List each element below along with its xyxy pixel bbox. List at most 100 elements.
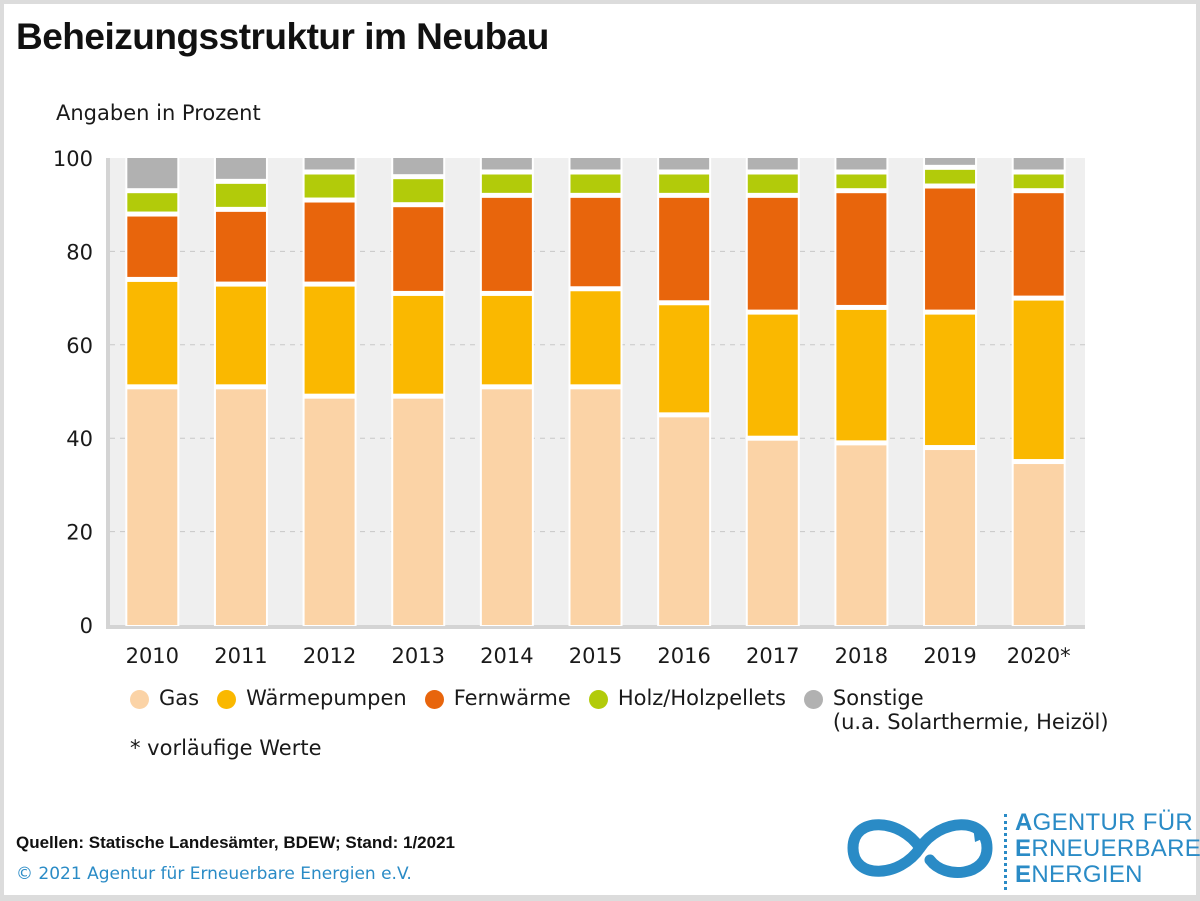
legend-label-sub: (u.a. Solarthermie, Heizöl) — [832, 710, 1109, 734]
bar-segment-fernwärme — [481, 197, 532, 291]
y-tick-label: 20 — [66, 521, 93, 545]
bar-segment-fernwärme — [925, 188, 976, 310]
bar-segment-sonstige — [925, 158, 976, 165]
x-tick-label: 2020* — [1007, 644, 1071, 668]
x-tick-label: 2017 — [746, 644, 799, 668]
bar-segment-sonstige — [304, 158, 355, 170]
y-tick-label: 80 — [66, 240, 93, 264]
legend-swatch — [217, 690, 237, 709]
bar-segment-wärmepumpen — [1013, 300, 1064, 460]
bar-segment-gas — [481, 389, 532, 625]
legend: Gas Wärmepumpen Fernwärme Holz/Holzpelle… — [130, 686, 1127, 734]
bar-segment-holzholzpellets — [215, 183, 266, 207]
legend-label: Fernwärme — [453, 686, 571, 710]
bar-segment-wärmepumpen — [659, 305, 710, 413]
bar-segment-sonstige — [215, 158, 266, 179]
bar-segment-gas — [570, 389, 621, 625]
footnote: * vorläufige Werte — [130, 736, 322, 760]
bar-segment-fernwärme — [393, 207, 444, 291]
bar-segment-gas — [836, 445, 887, 625]
legend-item-holz: Holz/Holzpellets — [588, 686, 786, 710]
bar-segment-gas — [127, 389, 178, 625]
y-tick-label: 40 — [66, 427, 93, 451]
x-tick-label: 2012 — [303, 644, 356, 668]
x-tick-label: 2013 — [392, 644, 445, 668]
legend-swatch — [588, 690, 608, 709]
legend-item-waermepumpen: Wärmepumpen — [217, 686, 407, 710]
y-tick-label: 100 — [53, 147, 93, 171]
bar-segment-wärmepumpen — [925, 314, 976, 446]
legend-label: Sonstige (u.a. Solarthermie, Heizöl) — [833, 686, 1109, 734]
bar-segment-holzholzpellets — [570, 174, 621, 193]
bar-segment-wärmepumpen — [304, 286, 355, 394]
x-tick-label: 2010 — [126, 644, 179, 668]
legend-label-main: Sonstige — [832, 686, 924, 710]
bar-segment-gas — [925, 450, 976, 625]
stacked-bar-chart: 0 20 40 60 80 100 2010 2011 2012 2013 2014 2015 2016… — [53, 147, 1085, 668]
bar-segment-sonstige — [747, 158, 798, 170]
bar-segment-fernwärme — [215, 211, 266, 282]
bar-segment-wärmepumpen — [215, 286, 266, 385]
source-note: Quellen: Statische Landesämter, BDEW; St… — [16, 833, 455, 852]
bar-segment-holzholzpellets — [1013, 174, 1064, 189]
y-tick-label: 60 — [66, 334, 93, 358]
bar-segment-holzholzpellets — [925, 169, 976, 184]
bar-segment-wärmepumpen — [481, 295, 532, 385]
bar-segment-gas — [215, 389, 266, 625]
logo-line-3: ENERGIEN — [1015, 861, 1143, 888]
bar-segment-holzholzpellets — [836, 174, 887, 189]
bar-segment-sonstige — [127, 158, 178, 189]
bar-segment-sonstige — [1013, 158, 1064, 170]
bar-segment-wärmepumpen — [393, 295, 444, 394]
bar-segment-holzholzpellets — [481, 174, 532, 193]
x-tick-label: 2019 — [923, 644, 976, 668]
bar-segment-sonstige — [393, 158, 444, 175]
logo-line-2: ERNEUERBARE — [1015, 835, 1200, 862]
bar-segment-gas — [304, 398, 355, 625]
bar-segment-sonstige — [659, 158, 710, 170]
x-tick-label: 2016 — [657, 644, 710, 668]
bar-segment-wärmepumpen — [836, 309, 887, 441]
bar-segment-fernwärme — [570, 197, 621, 287]
y-tick-label: 0 — [80, 614, 93, 638]
legend-label: Holz/Holzpellets — [617, 686, 786, 710]
organization-logo-text: AGENTUR FÜR ERNEUERBARE ENERGIEN — [1015, 810, 1200, 888]
infinity-logo-icon — [847, 819, 993, 878]
bar-segment-wärmepumpen — [570, 291, 621, 385]
bar-segment-holzholzpellets — [127, 193, 178, 212]
bar-segment-gas — [659, 417, 710, 625]
bar-segment-sonstige — [481, 158, 532, 170]
bar-segment-sonstige — [570, 158, 621, 170]
bar-segment-fernwärme — [836, 193, 887, 305]
bar-segment-fernwärme — [1013, 193, 1064, 296]
x-tick-label: 2015 — [569, 644, 622, 668]
bar-segment-gas — [393, 398, 444, 625]
bar-segment-holzholzpellets — [304, 174, 355, 198]
legend-item-gas: Gas — [130, 686, 199, 710]
logo-divider — [1004, 814, 1007, 890]
x-tick-label: 2018 — [835, 644, 888, 668]
bar-segment-holzholzpellets — [747, 174, 798, 193]
bar-segment-holzholzpellets — [659, 174, 710, 193]
bar-segment-gas — [1013, 464, 1064, 625]
legend-item-fernwaerme: Fernwärme — [424, 686, 571, 710]
bar-segment-sonstige — [836, 158, 887, 170]
x-tick-label: 2011 — [214, 644, 267, 668]
bar-segment-wärmepumpen — [747, 314, 798, 436]
bar-segment-holzholzpellets — [393, 179, 444, 203]
bar-segment-fernwärme — [747, 197, 798, 310]
legend-swatch — [424, 690, 444, 709]
legend-label: Wärmepumpen — [246, 686, 407, 710]
bar-segment-gas — [747, 440, 798, 625]
legend-swatch — [803, 690, 823, 709]
legend-swatch — [130, 690, 149, 709]
bar-segment-fernwärme — [659, 197, 710, 301]
legend-item-sonstige: Sonstige (u.a. Solarthermie, Heizöl) — [803, 686, 1109, 734]
logo-line-1: AGENTUR FÜR — [1015, 809, 1193, 836]
copyright-note: © 2021 Agentur für Erneuerbare Energien … — [16, 864, 412, 884]
bar-segment-fernwärme — [127, 216, 178, 277]
legend-label: Gas — [159, 686, 200, 710]
y-axis-unit-label: Angaben in Prozent — [56, 101, 261, 125]
page-title: Beheizungsstruktur im Neubau — [16, 16, 549, 57]
bar-segment-wärmepumpen — [127, 281, 178, 385]
